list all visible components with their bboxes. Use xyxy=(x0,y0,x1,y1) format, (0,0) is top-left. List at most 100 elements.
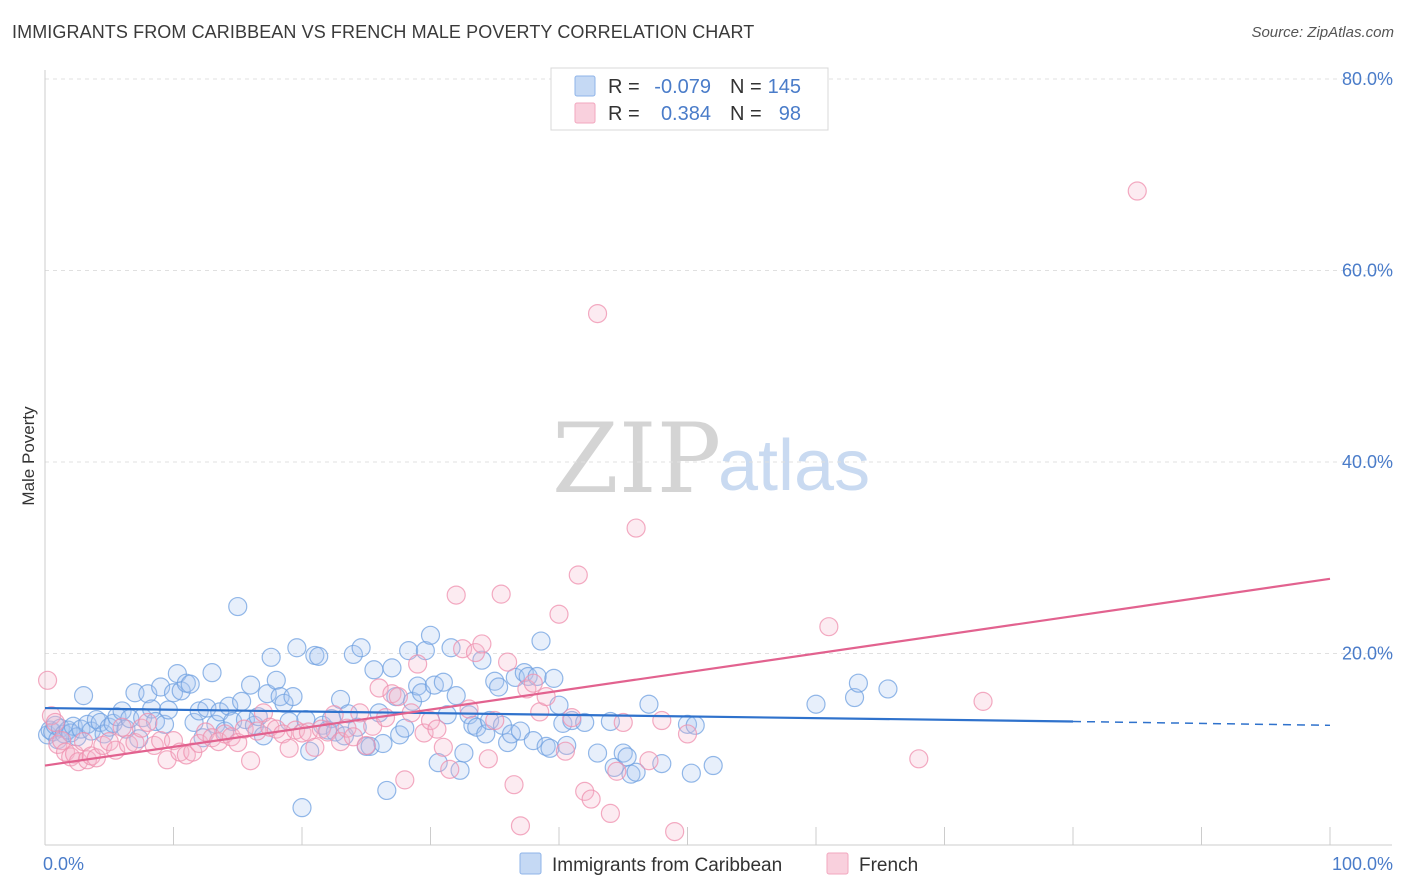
bottom-legend-swatch-french xyxy=(826,852,849,875)
bottom-legend-swatch-caribbean xyxy=(519,852,542,875)
caribbean-point xyxy=(180,674,200,694)
caribbean-point xyxy=(433,672,453,692)
legend-r-label: R = xyxy=(608,76,640,98)
french-point xyxy=(581,789,601,809)
caribbean-point xyxy=(489,677,509,697)
legend-r-label: R = xyxy=(608,103,640,125)
y-tick-label: 40.0% xyxy=(1342,452,1393,472)
caribbean-point xyxy=(587,743,608,763)
caribbean-point xyxy=(112,701,132,721)
trend-lines xyxy=(44,577,1331,767)
french-point xyxy=(112,717,132,737)
caribbean-point xyxy=(806,694,826,714)
caribbean-point xyxy=(73,686,94,706)
french-point xyxy=(587,303,608,324)
french-point xyxy=(446,585,466,605)
series-legend: Immigrants from Caribbean French xyxy=(519,852,918,876)
caribbean-point xyxy=(613,743,633,763)
french-point xyxy=(1127,181,1147,201)
watermark: ZIP atlas xyxy=(552,403,870,515)
legend-n-value: 145 xyxy=(768,76,801,98)
caribbean-point xyxy=(343,644,363,665)
caribbean-point xyxy=(197,698,217,718)
bottom-legend-label: French xyxy=(859,855,918,876)
caribbean-point xyxy=(261,647,281,667)
french-point xyxy=(45,712,65,733)
caribbean-point xyxy=(428,753,448,773)
french-point xyxy=(652,710,672,731)
caribbean-point xyxy=(228,596,248,617)
caribbean-point xyxy=(377,780,397,801)
gridlines xyxy=(45,78,1392,654)
x-tick-label: 0.0% xyxy=(43,854,84,874)
french-point xyxy=(440,759,460,779)
french-point xyxy=(909,749,929,769)
french-point xyxy=(607,761,627,781)
french-point xyxy=(388,686,408,707)
legend-n-label: N = xyxy=(730,76,762,98)
y-tick-label: 60.0% xyxy=(1342,261,1393,281)
french-point xyxy=(626,518,646,538)
caribbean-point xyxy=(703,755,723,776)
caribbean-point xyxy=(437,705,457,725)
trend-line-caribbean-extension xyxy=(1072,720,1331,727)
caribbean-point xyxy=(540,738,560,758)
caribbean-point xyxy=(878,679,898,699)
trend-line-french xyxy=(44,577,1331,767)
legend-r-value: -0.079 xyxy=(654,76,711,98)
caribbean-point xyxy=(639,694,659,714)
french-point xyxy=(138,712,158,733)
french-point xyxy=(414,723,434,743)
french-point xyxy=(305,737,325,757)
french-point xyxy=(408,654,428,674)
caribbean-point xyxy=(292,798,312,818)
caribbean-point xyxy=(351,638,371,658)
french-point xyxy=(472,634,492,654)
french-point xyxy=(318,722,338,742)
chart-title: IMMIGRANTS FROM CARIBBEAN VS FRENCH MALE… xyxy=(12,22,755,42)
caribbean-point xyxy=(287,638,307,658)
caribbean-point xyxy=(347,717,367,737)
french-point xyxy=(498,652,518,672)
caribbean-point xyxy=(399,641,419,661)
french-point xyxy=(433,737,453,757)
french-point xyxy=(575,781,595,801)
caribbean-point xyxy=(531,631,551,651)
caribbean-point xyxy=(283,686,303,707)
french-point xyxy=(536,686,556,707)
series-caribbean-points xyxy=(37,596,898,818)
french-point xyxy=(453,639,473,659)
watermark-zip: ZIP xyxy=(552,403,721,515)
french-point xyxy=(504,775,524,795)
caribbean-point xyxy=(420,625,441,645)
axes xyxy=(44,70,1392,846)
caribbean-point xyxy=(382,658,402,678)
french-point xyxy=(549,604,569,624)
watermark-atlas: atlas xyxy=(718,426,870,506)
caribbean-point xyxy=(154,714,175,734)
legend-n-value: 98 xyxy=(779,103,801,125)
caribbean-point xyxy=(626,762,646,782)
caribbean-point xyxy=(510,721,531,741)
caribbean-point xyxy=(266,670,286,690)
caribbean-point xyxy=(373,733,393,754)
french-point xyxy=(562,708,582,728)
french-point xyxy=(677,724,698,744)
caribbean-point xyxy=(454,743,474,763)
caribbean-point xyxy=(681,763,701,783)
caribbean-point xyxy=(544,668,564,688)
french-point xyxy=(600,803,621,824)
y-tick-labels: 20.0% 40.0% 60.0% 80.0% xyxy=(1342,69,1393,664)
caribbean-point xyxy=(309,646,329,666)
french-point xyxy=(613,712,633,733)
caribbean-point xyxy=(848,673,869,693)
legend-swatch-caribbean xyxy=(574,75,596,97)
french-point xyxy=(279,738,299,758)
caribbean-point xyxy=(63,716,83,736)
french-point xyxy=(485,710,505,731)
caribbean-point xyxy=(480,710,500,731)
caribbean-point xyxy=(163,683,184,703)
caribbean-point xyxy=(364,660,384,680)
legend-box xyxy=(550,67,829,131)
